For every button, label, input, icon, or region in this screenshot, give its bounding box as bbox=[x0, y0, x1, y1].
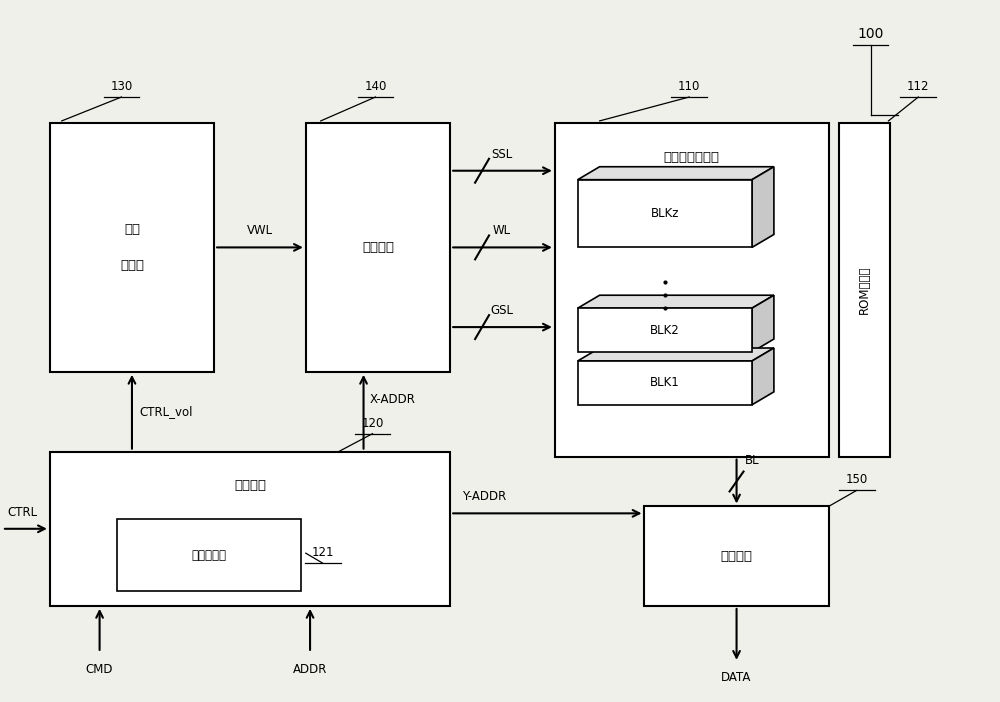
Text: GSL: GSL bbox=[490, 304, 513, 317]
Text: 112: 112 bbox=[907, 80, 930, 93]
Text: 电压控制器: 电压控制器 bbox=[191, 549, 226, 562]
Text: BLK2: BLK2 bbox=[650, 324, 680, 336]
Text: 130: 130 bbox=[110, 80, 133, 93]
Text: 行解码器: 行解码器 bbox=[362, 241, 394, 254]
Text: 电压: 电压 bbox=[124, 223, 140, 236]
Bar bbox=[839, 123, 890, 456]
Text: WL: WL bbox=[493, 225, 511, 237]
Text: 150: 150 bbox=[845, 473, 868, 486]
Polygon shape bbox=[578, 167, 774, 180]
Text: 120: 120 bbox=[361, 417, 384, 430]
Polygon shape bbox=[752, 348, 774, 405]
Polygon shape bbox=[752, 167, 774, 247]
Bar bbox=[50, 123, 214, 372]
Polygon shape bbox=[578, 348, 774, 361]
Text: 存储器单元阵列: 存储器单元阵列 bbox=[664, 151, 720, 164]
Text: VWL: VWL bbox=[247, 225, 273, 237]
Text: X-ADDR: X-ADDR bbox=[370, 393, 415, 406]
Bar bbox=[306, 123, 450, 372]
Text: Y-ADDR: Y-ADDR bbox=[462, 491, 506, 503]
Bar bbox=[578, 180, 752, 247]
Text: CTRL: CTRL bbox=[7, 506, 37, 519]
Bar bbox=[578, 361, 752, 405]
Text: 121: 121 bbox=[311, 546, 334, 559]
Bar bbox=[555, 123, 829, 456]
Text: 110: 110 bbox=[678, 80, 700, 93]
Text: 100: 100 bbox=[857, 27, 884, 41]
Text: 140: 140 bbox=[364, 80, 387, 93]
Text: 页缓冲器: 页缓冲器 bbox=[721, 550, 753, 563]
Text: BLK1: BLK1 bbox=[650, 376, 680, 390]
Text: SSL: SSL bbox=[491, 147, 513, 161]
Text: DATA: DATA bbox=[721, 670, 752, 684]
Bar bbox=[50, 451, 450, 606]
Text: ADDR: ADDR bbox=[293, 663, 327, 676]
Text: CTRL_vol: CTRL_vol bbox=[139, 405, 192, 418]
Text: BL: BL bbox=[745, 453, 759, 467]
Text: 控制逻辑: 控制逻辑 bbox=[234, 479, 266, 493]
Bar bbox=[644, 506, 829, 606]
Bar bbox=[578, 308, 752, 352]
Bar bbox=[117, 519, 301, 591]
Text: ROM寄存器: ROM寄存器 bbox=[858, 265, 871, 314]
Text: CMD: CMD bbox=[86, 663, 113, 676]
Text: 发生器: 发生器 bbox=[120, 259, 144, 272]
Text: BLKz: BLKz bbox=[651, 207, 679, 220]
Polygon shape bbox=[578, 296, 774, 308]
Polygon shape bbox=[752, 296, 774, 352]
